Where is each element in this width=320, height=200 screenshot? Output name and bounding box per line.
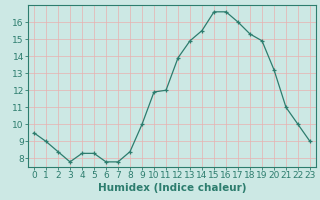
X-axis label: Humidex (Indice chaleur): Humidex (Indice chaleur) [98, 183, 246, 193]
